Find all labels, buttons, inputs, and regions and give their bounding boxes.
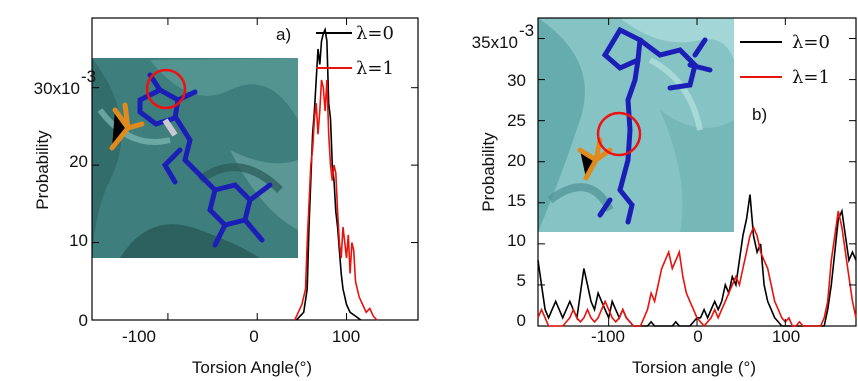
y-tick-label: 15 [507, 191, 526, 210]
y-tick-label: 10 [507, 231, 526, 250]
legend-label-lambda0: λ=0 [356, 23, 394, 44]
legend-label-lambda1: λ=1 [792, 67, 830, 88]
axis-ticks-a [92, 18, 418, 321]
y-tick-label: 20 [69, 152, 88, 171]
y-tick-label: 0 [517, 311, 526, 330]
x-tick-label: -100 [122, 327, 156, 346]
plot-frame-a [91, 17, 419, 321]
y-tick-label: 20 [507, 151, 526, 170]
y-tick-label: 35x10 [472, 33, 518, 52]
y-axis-label: Probability [479, 132, 498, 212]
legend-a: λ=0 λ=1 [316, 23, 394, 79]
x-tick-label: 100 [772, 327, 800, 346]
panel-a: -100 0 100 0 10 20 30x10 -3 Torsion Angl… [33, 17, 419, 377]
series-line-lambda1-b [537, 210, 857, 328]
panel-label-a: a) [276, 25, 291, 44]
x-tick-label: 100 [332, 327, 360, 346]
y-tick-label: 5 [517, 271, 526, 290]
x-tick-label: 0 [693, 327, 702, 346]
y-tick-label: 10 [69, 231, 88, 250]
molecule-inset-b [538, 18, 734, 232]
axis-ticks-b [538, 18, 856, 327]
x-axis-label: Torsion angle (°) [632, 358, 756, 377]
x-axis-label: Torsion Angle(°) [192, 358, 312, 377]
series-line-lambda0-a [295, 26, 362, 321]
y-axis-label: Probability [33, 130, 52, 210]
legend-label-lambda1: λ=1 [356, 58, 394, 79]
panel-b: -100 0 100 0 5 10 15 20 25 30 35x10 -3 T… [472, 17, 857, 377]
y-tick-label: 25 [507, 111, 526, 130]
y-tick-label: 30 [507, 71, 526, 90]
legend-b: λ=0 λ=1 [740, 32, 830, 88]
legend-label-lambda0: λ=0 [792, 32, 830, 53]
molecule-inset-a [92, 58, 298, 258]
y-tick-label: 0 [79, 311, 88, 330]
panel-label-b: b) [752, 105, 767, 124]
x-tick-label: 0 [249, 327, 258, 346]
y-exponent-label: -3 [81, 67, 96, 86]
series-line-lambda1-a [293, 79, 378, 321]
x-tick-label: -100 [591, 327, 625, 346]
y-tick-label: 30x10 [34, 79, 80, 98]
y-exponent-label: -3 [519, 21, 534, 40]
